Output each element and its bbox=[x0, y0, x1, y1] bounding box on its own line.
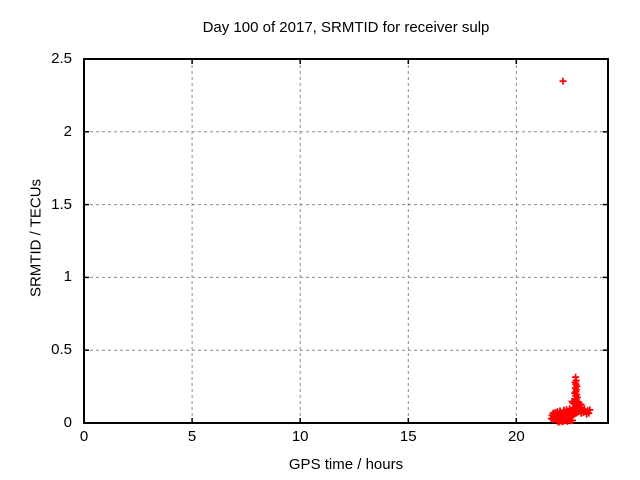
y-tick-label: 2.5 bbox=[51, 50, 72, 67]
x-tick-label: 15 bbox=[399, 428, 417, 445]
x-tick-label: 5 bbox=[187, 428, 197, 445]
plot-border bbox=[83, 58, 609, 424]
plot-area bbox=[83, 58, 609, 426]
x-axis-label: GPS time / hours bbox=[288, 456, 404, 473]
y-tick-label: 1 bbox=[63, 268, 72, 286]
data-points bbox=[547, 77, 594, 426]
chart-title: Day 100 of 2017, SRMTID for receiver sul… bbox=[202, 19, 490, 36]
y-tick-label: 0.5 bbox=[51, 341, 72, 359]
y-tick-label: 0 bbox=[63, 414, 72, 431]
x-tick-label: 20 bbox=[507, 428, 525, 445]
y-tick-label: 2 bbox=[63, 122, 72, 140]
y-tick-label: 1.5 bbox=[51, 195, 72, 213]
x-tick-label: 10 bbox=[291, 428, 309, 445]
x-tick-label: 0 bbox=[79, 428, 89, 445]
